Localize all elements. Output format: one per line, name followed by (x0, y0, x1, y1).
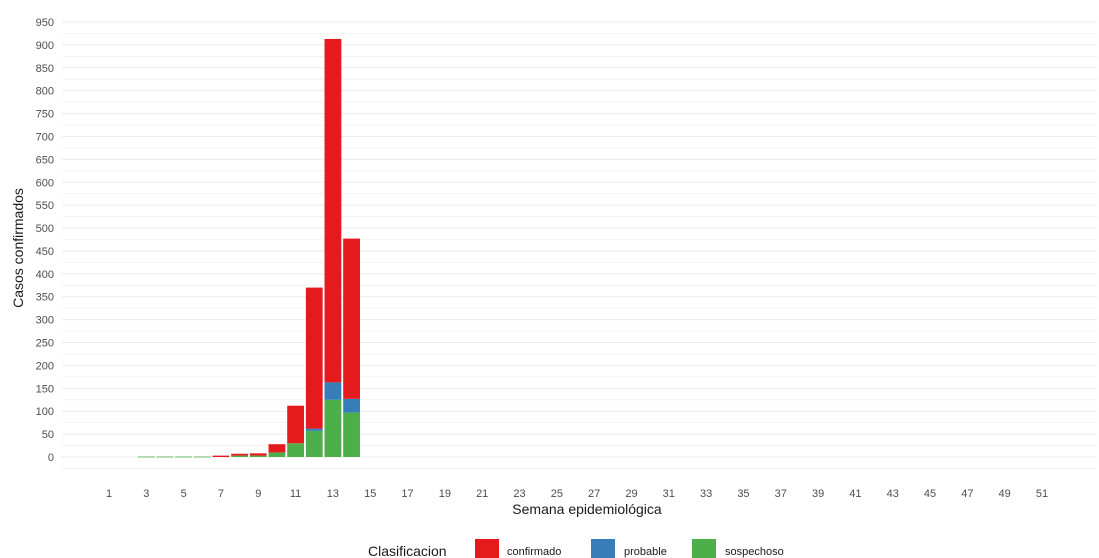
legend-key-probable (591, 539, 615, 558)
y-tick-label: 300 (36, 315, 54, 327)
bar-confirmado-week-7 (212, 455, 230, 457)
bar-sospechoso-week-14 (343, 412, 360, 457)
bar-confirmado-week-14 (343, 238, 360, 399)
bar-probable-week-14 (343, 398, 360, 413)
grid (62, 21, 1097, 469)
x-tick-label: 13 (327, 488, 339, 500)
bar-sospechoso-week-6 (193, 456, 211, 458)
y-tick-label: 50 (42, 429, 54, 441)
bar-sospechoso-week-9 (249, 455, 267, 457)
x-tick-label: 7 (218, 488, 224, 500)
y-tick-label: 600 (36, 177, 54, 189)
x-tick-label: 43 (887, 488, 899, 500)
y-tick-label: 750 (36, 109, 54, 121)
y-axis-title: Casos confirmados (10, 188, 26, 308)
x-tick-label: 35 (737, 488, 749, 500)
x-tick-label: 33 (700, 488, 712, 500)
x-axis-title: Semana epidemiológica (512, 501, 662, 517)
legend-key-confirmado (475, 539, 499, 558)
legend-title: Clasificacion (368, 543, 447, 558)
legend-label-confirmado: confirmado (507, 546, 561, 558)
bar-confirmado-week-9 (249, 453, 267, 456)
bar-sospechoso-week-12 (305, 430, 323, 457)
bar-sospechoso-week-4 (156, 456, 174, 458)
legend-key-sospechoso (692, 539, 716, 558)
x-axis-ticks: 1 3 5 7 9 11 13 15 17 19 21 23 25 27 29 31 33 35 37 39 41 43 4… (106, 488, 1048, 500)
bar-sospechoso-week-13 (324, 399, 342, 457)
bars (137, 38, 360, 458)
y-tick-label: 0 (48, 452, 54, 464)
x-tick-label: 15 (364, 488, 376, 500)
bar-sospechoso-week-10 (268, 452, 286, 457)
x-tick-label: 31 (663, 488, 675, 500)
x-tick-label: 37 (775, 488, 787, 500)
bar-confirmado-week-11 (287, 405, 304, 444)
x-tick-label: 47 (961, 488, 973, 500)
bar-sospechoso-week-11 (287, 443, 304, 457)
y-tick-label: 650 (36, 154, 54, 166)
x-tick-label: 25 (551, 488, 563, 500)
x-tick-label: 3 (143, 488, 149, 500)
y-tick-label: 900 (36, 40, 54, 52)
y-tick-label: 800 (36, 86, 54, 98)
x-tick-label: 51 (1036, 488, 1048, 500)
bar-sospechoso-week-5 (175, 456, 193, 458)
y-tick-label: 550 (36, 200, 54, 212)
legend: Clasificacion confirmado probable sospecho… (368, 539, 784, 558)
x-tick-label: 41 (849, 488, 861, 500)
y-tick-label: 450 (36, 246, 54, 258)
x-tick-label: 49 (999, 488, 1011, 500)
bar-probable-week-12 (305, 428, 323, 431)
bar-sospechoso-week-3 (137, 456, 155, 458)
y-axis-ticks: 0 50 100 150 200 250 300 350 400 450 500 550 600 650 7… (36, 17, 54, 464)
bar-probable-week-13 (324, 382, 342, 400)
y-tick-label: 500 (36, 223, 54, 235)
y-tick-label: 200 (36, 360, 54, 372)
x-tick-label: 1 (106, 488, 112, 500)
y-tick-label: 100 (36, 406, 54, 418)
x-tick-label: 45 (924, 488, 936, 500)
legend-label-sospechoso: sospechoso (725, 546, 784, 558)
x-tick-label: 27 (588, 488, 600, 500)
y-tick-label: 700 (36, 131, 54, 143)
y-tick-label: 950 (36, 17, 54, 29)
x-tick-label: 11 (290, 488, 301, 500)
y-tick-label: 150 (36, 383, 54, 395)
bar-confirmado-week-12 (305, 287, 323, 429)
y-tick-label: 350 (36, 292, 54, 304)
x-tick-label: 23 (513, 488, 525, 500)
x-tick-label: 17 (401, 488, 413, 500)
bar-confirmado-week-10 (268, 444, 286, 453)
x-tick-label: 21 (476, 488, 488, 500)
y-tick-label: 250 (36, 338, 54, 350)
x-tick-label: 19 (439, 488, 451, 500)
legend-label-probable: probable (624, 546, 667, 558)
bar-sospechoso-week-8 (231, 455, 249, 457)
x-tick-label: 9 (255, 488, 261, 500)
x-tick-label: 39 (812, 488, 824, 500)
x-tick-label: 5 (181, 488, 187, 500)
y-tick-label: 850 (36, 63, 54, 75)
bar-confirmado-week-8 (231, 453, 249, 456)
y-tick-label: 400 (36, 269, 54, 281)
bar-confirmado-week-13 (324, 38, 342, 383)
x-tick-label: 29 (625, 488, 637, 500)
